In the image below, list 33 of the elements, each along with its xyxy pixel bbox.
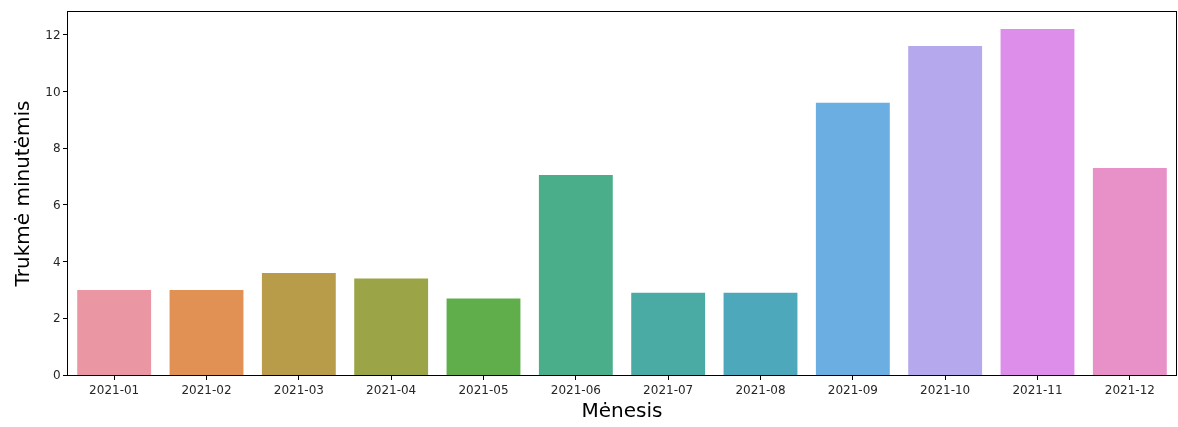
x-tick-label: 2021-11 — [1012, 383, 1063, 398]
x-tick-label: 2021-02 — [181, 383, 232, 398]
y-tick-label: 6 — [52, 198, 61, 213]
bar — [815, 102, 890, 375]
bar — [908, 46, 983, 375]
x-tick-label: 2021-10 — [920, 383, 971, 398]
x-tick-label: 2021-07 — [643, 383, 694, 398]
y-tick-label: 0 — [52, 368, 61, 383]
bar — [1092, 167, 1167, 375]
y-axis-title: Trukmė minutėmis — [9, 100, 34, 288]
bar — [631, 292, 706, 375]
x-tick-label: 2021-05 — [458, 383, 509, 398]
y-tick-label: 2 — [52, 311, 61, 326]
x-tick-label: 2021-06 — [550, 383, 601, 398]
bar — [723, 292, 798, 375]
bar — [169, 289, 244, 375]
x-tick-label: 2021-08 — [735, 383, 786, 398]
bar — [446, 298, 521, 375]
x-tick-label: 2021-03 — [273, 383, 324, 398]
bar — [538, 175, 613, 375]
x-tick-label: 2021-04 — [366, 383, 417, 398]
x-axis-title: Mėnesis — [581, 397, 663, 422]
bar — [77, 289, 152, 375]
x-tick-label: 2021-09 — [827, 383, 878, 398]
y-tick-label: 10 — [45, 84, 61, 99]
y-tick-label: 12 — [45, 27, 61, 42]
x-tick-label: 2021-01 — [89, 383, 140, 398]
bar — [354, 278, 429, 375]
bar — [1000, 29, 1075, 375]
y-tick-label: 8 — [52, 141, 61, 156]
y-tick-label: 4 — [52, 254, 61, 269]
x-tick-label: 2021-12 — [1104, 383, 1155, 398]
bar — [261, 272, 336, 375]
